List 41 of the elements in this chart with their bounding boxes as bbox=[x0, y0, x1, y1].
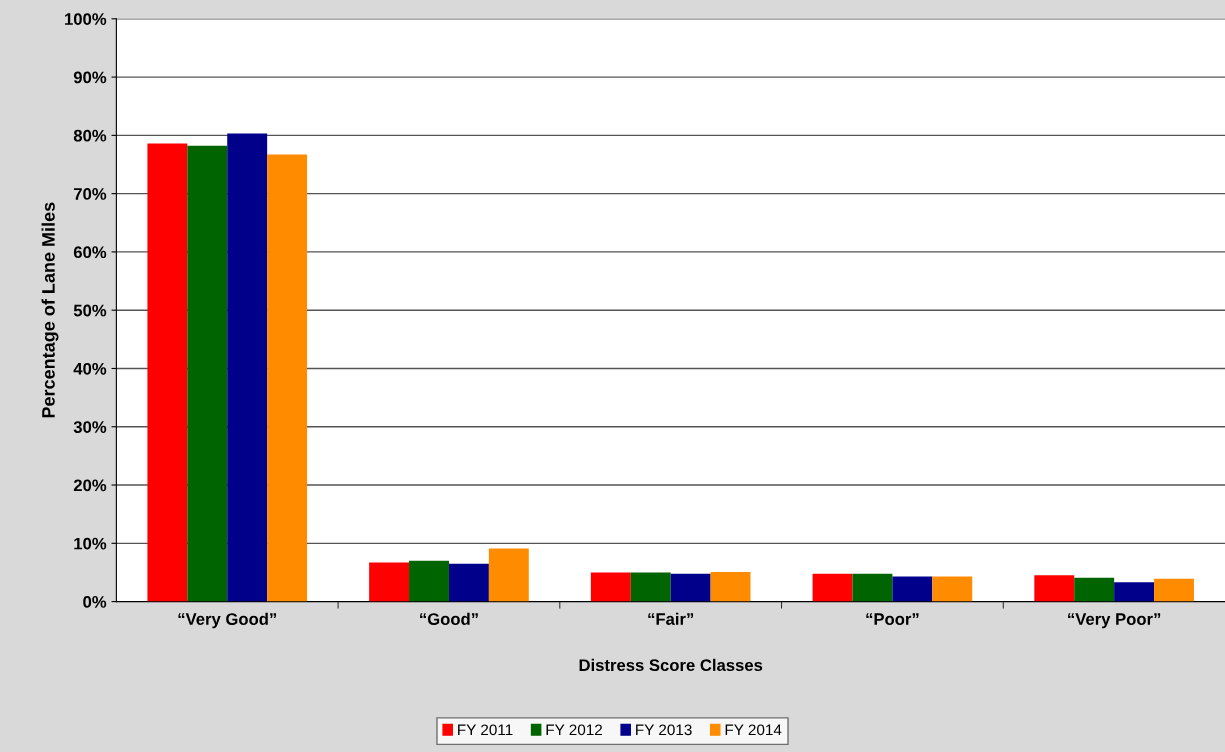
bar bbox=[1154, 578, 1194, 602]
y-tick-label: 0% bbox=[83, 596, 107, 608]
legend-label: FY 2013 bbox=[636, 724, 692, 736]
x-tick-label: “Very Poor” bbox=[1068, 613, 1161, 629]
bar bbox=[1114, 582, 1155, 602]
x-tick-label: “Poor” bbox=[866, 613, 919, 625]
legend-label: FY 2011 bbox=[458, 724, 513, 736]
y-tick-label: 30% bbox=[73, 421, 107, 433]
bar bbox=[147, 143, 188, 602]
y-tick-label: 40% bbox=[73, 362, 107, 375]
x-tick-label: “Very Good” bbox=[178, 612, 277, 629]
bar bbox=[630, 572, 671, 602]
bar bbox=[227, 133, 268, 602]
y-tick-label: 90% bbox=[73, 71, 107, 84]
bar bbox=[187, 145, 228, 602]
bar bbox=[670, 573, 711, 602]
bar bbox=[892, 576, 933, 602]
bar bbox=[1074, 577, 1115, 602]
y-tick-label: 80% bbox=[73, 129, 107, 142]
y-tick-label: 70% bbox=[74, 188, 107, 200]
y-tick-label: 20% bbox=[73, 479, 107, 492]
x-tick-label: “Fair” bbox=[648, 612, 694, 625]
y-tick-label: 10% bbox=[74, 537, 107, 550]
y-axis-title: Percentage of Lane Miles bbox=[41, 202, 59, 418]
bar bbox=[369, 562, 410, 602]
bar bbox=[812, 573, 853, 602]
legend-label: FY 2014 bbox=[725, 724, 782, 736]
y-tick-label: 60% bbox=[73, 246, 107, 259]
bar bbox=[409, 560, 449, 602]
legend-label: FY 2012 bbox=[546, 724, 603, 736]
x-axis-title: Distress Score Classes bbox=[579, 658, 763, 672]
y-tick-label: 50% bbox=[73, 304, 107, 317]
y-tick-label: 100% bbox=[65, 13, 107, 25]
x-tick-label: “Good” bbox=[420, 612, 478, 625]
bar bbox=[710, 571, 751, 602]
bar bbox=[448, 563, 489, 602]
bar bbox=[590, 572, 631, 602]
bar bbox=[488, 548, 529, 602]
bar bbox=[852, 573, 893, 602]
bar bbox=[932, 576, 973, 602]
bar bbox=[267, 154, 308, 602]
